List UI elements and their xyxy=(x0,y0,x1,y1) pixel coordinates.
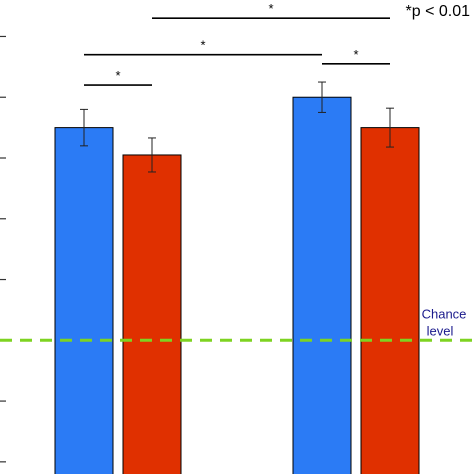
significance-marker-3: * xyxy=(268,1,273,16)
y-axis xyxy=(0,35,6,463)
significance-note: *p < 0.01 xyxy=(406,3,471,20)
chance-level: Chance level xyxy=(0,306,474,342)
chance-level-label-line2: level xyxy=(427,323,454,338)
bar-g1-s1 xyxy=(54,127,114,474)
significance-marker-1: * xyxy=(115,68,120,83)
significance-brackets: * * * * xyxy=(84,1,390,86)
bars xyxy=(54,81,420,474)
bar-g1-s2 xyxy=(122,154,182,474)
chance-level-label-line1: Chance xyxy=(422,306,467,321)
significance-marker-2: * xyxy=(200,38,205,53)
bar-g2-s1 xyxy=(292,96,352,474)
significance-marker-4: * xyxy=(353,47,358,62)
bar-g2-s2 xyxy=(360,127,420,474)
